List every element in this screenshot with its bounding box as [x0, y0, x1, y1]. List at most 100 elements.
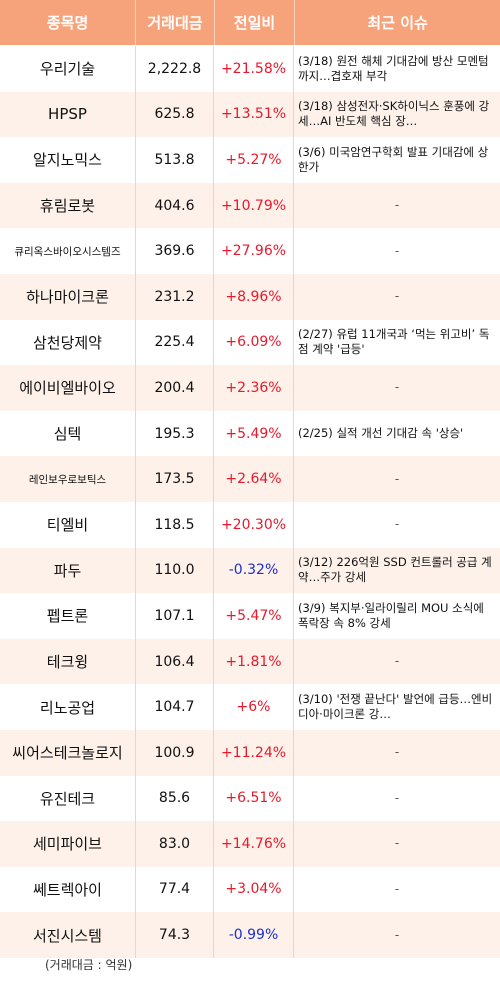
price-change: +6%: [214, 684, 294, 730]
table-row: 티엘비 118.5 +20.30% -: [0, 501, 500, 548]
price-change: +5.47%: [214, 593, 294, 639]
table-row: 씨어스테크놀로지 100.9 +11.24% -: [0, 729, 500, 776]
recent-issue: (3/18) 원전 해체 기대감에 방산 모멘텀까지…겹호재 부각: [294, 46, 500, 92]
recent-issue-text: (3/18) 삼성전자·SK하이닉스 훈풍에 강세…AI 반도체 핵심 장…: [298, 99, 490, 129]
recent-issue-text: -: [394, 790, 400, 805]
header-amount: 거래대금: [136, 0, 215, 45]
recent-issue: -: [294, 867, 500, 913]
table-row: 에이비엘바이오 200.4 +2.36% -: [0, 365, 500, 411]
recent-issue: (3/10) '전쟁 끝난다' 발언에 급등…엔비디아·마이크론 강…: [294, 684, 500, 730]
recent-issue-text: (3/12) 226억원 SSD 컨트롤러 공급 계약…주가 강세: [298, 555, 492, 585]
recent-issue-text: -: [394, 289, 400, 304]
recent-issue-text: -: [394, 198, 400, 213]
trade-amount: 513.8: [136, 137, 214, 183]
stock-name: 리노공업: [0, 684, 136, 730]
recent-issue: -: [294, 183, 500, 229]
stock-name: 서진시스템: [0, 912, 136, 958]
price-change: +14.76%: [214, 821, 294, 867]
trade-amount: 110.0: [136, 547, 214, 594]
price-change: +5.27%: [214, 137, 294, 183]
trade-amount: 100.9: [136, 729, 214, 776]
trade-amount: 104.7: [136, 684, 214, 730]
stock-name: 유진테크: [0, 775, 136, 822]
recent-issue-text: -: [394, 654, 400, 669]
price-change: +10.79%: [214, 182, 294, 229]
stock-name: 세미파이브: [0, 821, 136, 867]
trade-amount: 369.6: [136, 228, 214, 274]
trade-amount: 83.0: [136, 821, 214, 867]
table-row: HPSP 625.8 +13.51% (3/18) 삼성전자·SK하이닉스 훈풍에 강…: [0, 91, 500, 138]
stock-name: 심텍: [0, 410, 136, 457]
price-change: +3.04%: [214, 866, 294, 913]
header-change: 전일비: [215, 0, 296, 45]
trade-amount: 195.3: [136, 410, 214, 457]
recent-issue-text: -: [394, 243, 400, 258]
table-row: 펩트론 107.1 +5.47% (3/9) 복지부·일라이릴리 MOU 소식에 폭락…: [0, 593, 500, 639]
table-row: 우리기술 2,222.8 +21.58% (3/18) 원전 해체 기대감에 방산 모…: [0, 46, 500, 92]
recent-issue-text: (3/10) '전쟁 끝난다' 발언에 급등…엔비디아·마이크론 강…: [298, 692, 493, 722]
table-row: 서진시스템 74.3 -0.99% -: [0, 912, 500, 958]
table-row: 심텍 195.3 +5.49% (2/25) 실적 개선 기대감 속 '상승': [0, 410, 500, 457]
trade-amount: 173.5: [136, 456, 214, 502]
recent-issue: -: [294, 639, 500, 685]
recent-issue: (3/12) 226억원 SSD 컨트롤러 공급 계약…주가 강세: [294, 548, 500, 594]
recent-issue: -: [294, 776, 500, 822]
stock-name: 큐리옥스바이오시스템즈: [0, 228, 136, 274]
table-row: 하나마이크론 231.2 +8.96% -: [0, 273, 500, 320]
price-change: +6.51%: [214, 775, 294, 822]
recent-issue: (2/27) 유럽 11개국과 ‘먹는 위고비’ 독점 계약 '급등': [294, 320, 500, 366]
trade-amount: 107.1: [136, 593, 214, 639]
table-row: 쎄트렉아이 77.4 +3.04% -: [0, 866, 500, 913]
recent-issue: -: [294, 502, 500, 548]
recent-issue: (3/18) 삼성전자·SK하이닉스 훈풍에 강세…AI 반도체 핵심 장…: [294, 92, 500, 138]
trade-amount: 225.4: [136, 319, 214, 366]
stock-name: 알지노믹스: [0, 137, 136, 183]
trade-amount: 2,222.8: [136, 46, 214, 92]
table-row: 유진테크 85.6 +6.51% -: [0, 775, 500, 822]
trade-amount: 625.8: [136, 91, 214, 138]
price-change: +8.96%: [214, 273, 294, 320]
price-change: +5.49%: [214, 410, 294, 457]
trade-amount: 118.5: [136, 501, 214, 548]
price-change: +21.58%: [214, 46, 294, 92]
table-row: 테크윙 106.4 +1.81% -: [0, 638, 500, 685]
trade-amount: 74.3: [136, 912, 214, 958]
recent-issue: (2/25) 실적 개선 기대감 속 '상승': [294, 411, 500, 457]
price-change: +1.81%: [214, 638, 294, 685]
recent-issue: -: [294, 228, 500, 274]
price-change: +20.30%: [214, 501, 294, 548]
stock-name: 씨어스테크놀로지: [0, 729, 136, 776]
recent-issue-text: -: [394, 836, 400, 851]
table-row: 휴림로봇 404.6 +10.79% -: [0, 182, 500, 229]
stock-name: 삼천당제약: [0, 319, 136, 366]
price-change: +11.24%: [214, 729, 294, 776]
stock-name: 파두: [0, 547, 136, 594]
table-row: 삼천당제약 225.4 +6.09% (2/27) 유럽 11개국과 ‘먹는 위고비’…: [0, 319, 500, 366]
trade-amount: 404.6: [136, 182, 214, 229]
price-change: +6.09%: [214, 319, 294, 366]
stock-name: 테크윙: [0, 638, 136, 685]
footnote: (거래대금 : 억원): [45, 958, 133, 972]
recent-issue-text: -: [394, 471, 400, 486]
stock-name: 쎄트렉아이: [0, 866, 136, 913]
recent-issue: -: [294, 274, 500, 320]
recent-issue-text: -: [394, 380, 400, 395]
price-change: +2.36%: [214, 365, 294, 411]
recent-issue: -: [294, 912, 500, 958]
recent-issue: -: [294, 730, 500, 776]
table-row: 세미파이브 83.0 +14.76% -: [0, 821, 500, 867]
price-change: -0.32%: [214, 547, 294, 594]
table-row: 리노공업 104.7 +6% (3/10) '전쟁 끝난다' 발언에 급등…엔비디아·…: [0, 684, 500, 730]
stock-name: 펩트론: [0, 593, 136, 639]
table-row: 알지노믹스 513.8 +5.27% (3/6) 미국암연구학회 발표 기대감에 상한…: [0, 137, 500, 183]
recent-issue-text: (3/6) 미국암연구학회 발표 기대감에 상한가: [298, 144, 489, 174]
recent-issue-text: -: [394, 881, 400, 896]
recent-issue: -: [294, 456, 500, 502]
price-change: -0.99%: [214, 912, 294, 958]
price-change: +2.64%: [214, 456, 294, 502]
trade-amount: 200.4: [136, 365, 214, 411]
stock-name: 티엘비: [0, 501, 136, 548]
table-body: 우리기술 2,222.8 +21.58% (3/18) 원전 해체 기대감에 방산 모…: [0, 46, 500, 958]
recent-issue-text: -: [394, 517, 400, 532]
recent-issue-text: (2/27) 유럽 11개국과 ‘먹는 위고비’ 독점 계약 '급등': [298, 327, 490, 357]
